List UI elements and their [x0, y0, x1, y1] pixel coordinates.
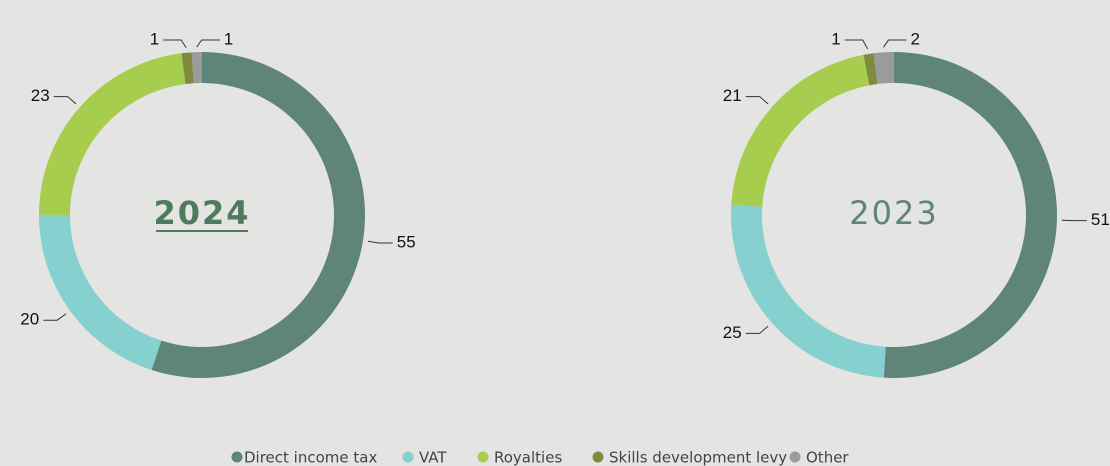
data-label: 1: [831, 29, 840, 48]
data-label: 25: [723, 323, 742, 342]
donut-slice: [181, 52, 194, 85]
data-label: 51: [1091, 210, 1110, 229]
leader-line: [745, 325, 769, 334]
donut-slice: [731, 54, 870, 207]
leader-line: [883, 39, 907, 48]
legend-swatch: [789, 451, 801, 463]
data-label: 21: [723, 86, 742, 105]
legend-label: Other: [806, 449, 849, 466]
data-label: 55: [397, 232, 416, 251]
data-label: 2: [910, 29, 919, 48]
donut-slice: [39, 215, 162, 371]
donut-slice: [731, 204, 886, 378]
legend-label: Direct income tax: [244, 449, 377, 466]
leader-line: [43, 313, 67, 321]
data-label: 1: [150, 29, 159, 48]
data-label: 1: [224, 29, 233, 48]
leader-line: [196, 39, 220, 48]
chart-title[interactable]: 2023: [849, 194, 938, 232]
donut-slice: [191, 52, 202, 84]
legend-label: Skills development levy: [609, 449, 787, 466]
donut-slice: [863, 53, 878, 86]
legend-swatch: [477, 451, 489, 463]
leader-line: [367, 240, 393, 244]
leader-line: [745, 96, 769, 105]
leader-line: [53, 96, 77, 105]
donut-slice: [873, 52, 894, 85]
leader-line: [844, 39, 869, 50]
donut-slice: [883, 52, 1058, 379]
legend-swatch: [231, 451, 243, 463]
legend-label: VAT: [419, 449, 447, 466]
donut-slice: [151, 52, 365, 378]
legend-swatch: [402, 451, 414, 463]
legend-swatch: [592, 451, 604, 463]
donut-slice: [39, 53, 186, 215]
data-label: 23: [31, 86, 50, 105]
data-label: 20: [20, 310, 39, 329]
leader-line: [163, 39, 187, 49]
legend-label: Royalties: [494, 449, 562, 466]
chart-title[interactable]: 2024: [153, 194, 250, 232]
